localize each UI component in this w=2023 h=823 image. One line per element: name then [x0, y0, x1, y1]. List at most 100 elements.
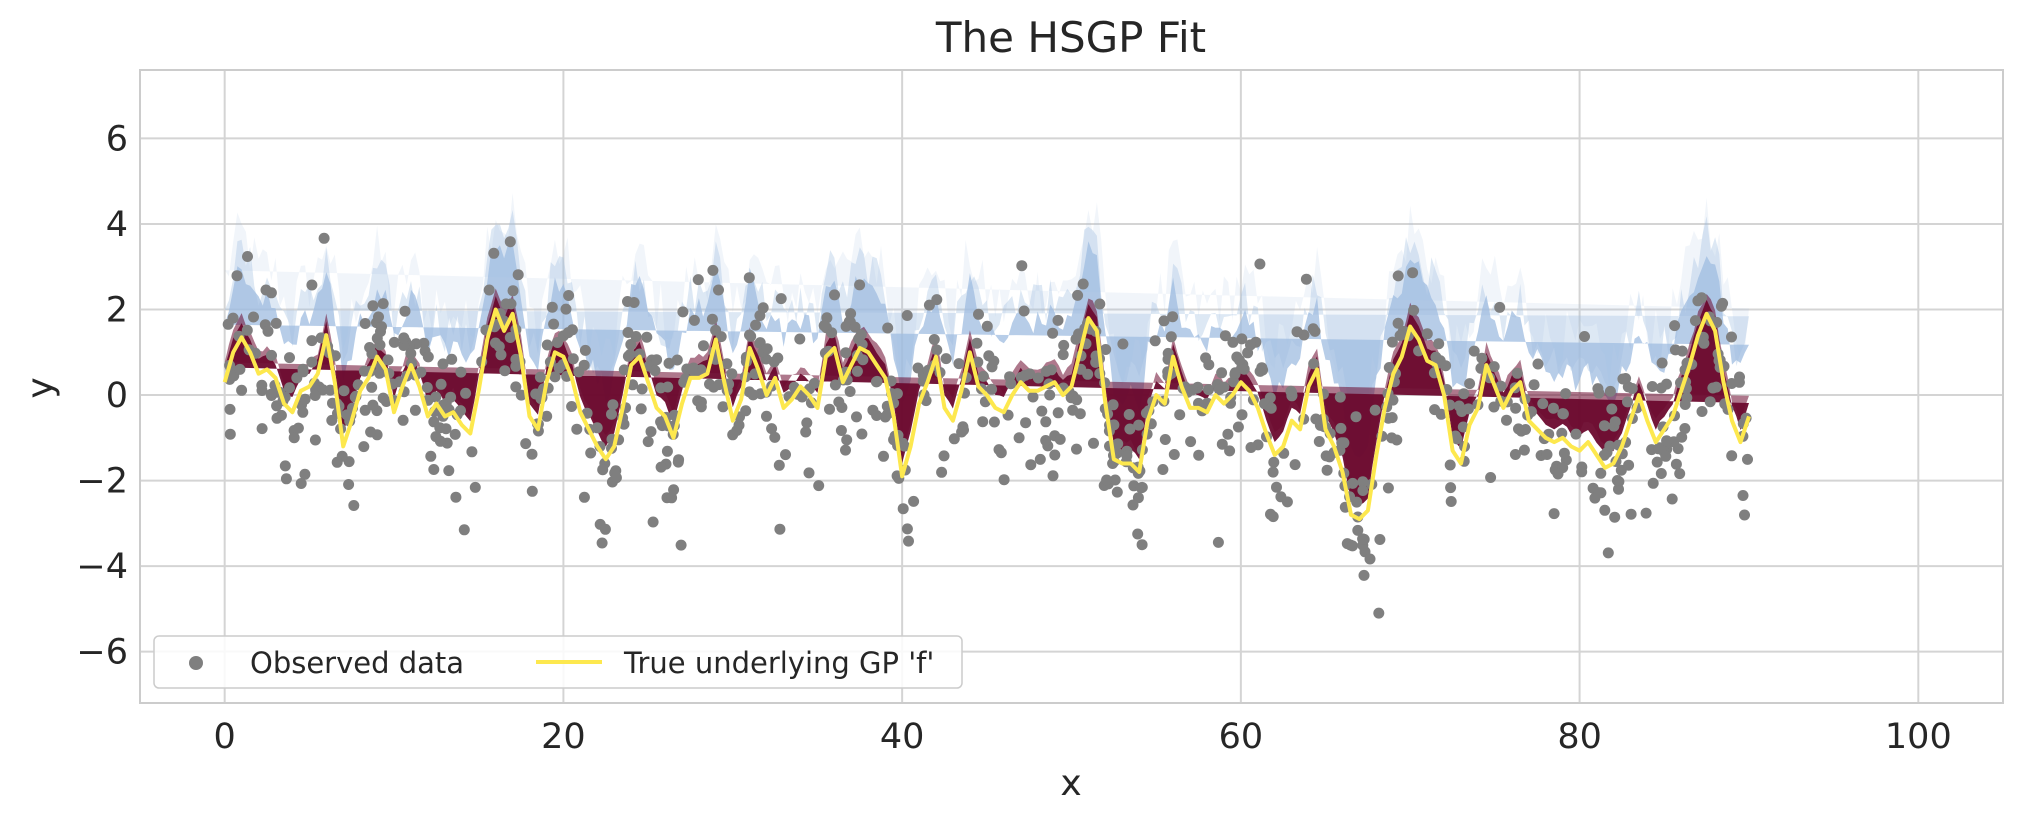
observed-point [1236, 409, 1248, 421]
observed-point [248, 311, 259, 323]
observed-point [662, 381, 674, 393]
observed-point [234, 363, 246, 375]
observed-point [1647, 477, 1659, 489]
observed-point [1458, 388, 1470, 400]
observed-point [1222, 428, 1234, 440]
y-tick-labels: −6 −4 −2 0 2 4 6 [76, 119, 128, 672]
observed-point [698, 340, 709, 352]
observed-point [541, 339, 553, 351]
observed-point [1254, 258, 1266, 270]
observed-point [1168, 449, 1180, 460]
observed-point [1267, 466, 1279, 478]
observed-point [366, 381, 378, 393]
observed-point [695, 401, 707, 413]
observed-point [380, 396, 392, 407]
y-tick-label: −4 [76, 547, 128, 587]
observed-point [435, 378, 447, 390]
observed-point [1468, 345, 1480, 357]
observed-point [1044, 389, 1056, 401]
observed-point [1494, 301, 1506, 313]
observed-point [1265, 402, 1277, 414]
observed-point [1124, 423, 1136, 435]
observed-point [610, 472, 622, 484]
observed-point [1094, 298, 1106, 310]
observed-point [773, 459, 785, 471]
observed-point [1501, 414, 1512, 426]
observed-point [1057, 349, 1069, 361]
observed-point [1626, 383, 1638, 394]
observed-point [1518, 444, 1530, 456]
observed-point [1679, 423, 1691, 434]
observed-point [928, 334, 940, 345]
axes-frame [139, 69, 2004, 704]
observed-point [977, 416, 989, 428]
observed-point [721, 358, 733, 370]
observed-point [853, 333, 865, 345]
observed-point [1040, 435, 1052, 446]
observed-point [1077, 278, 1089, 290]
observed-point [1321, 464, 1333, 476]
observed-point [1136, 539, 1148, 551]
observed-point [546, 301, 558, 313]
observed-point [1392, 317, 1404, 329]
observed-point [800, 426, 812, 438]
observed-point [493, 341, 505, 352]
observed-point [270, 317, 282, 329]
observed-point [358, 365, 370, 377]
observed-point [541, 410, 553, 422]
observed-point [266, 349, 277, 361]
observed-point [599, 523, 611, 535]
observed-point [841, 434, 853, 446]
observed-point [901, 310, 913, 321]
x-tick-labels: 0 20 40 60 80 100 [214, 717, 1952, 757]
observed-point [977, 370, 989, 382]
observed-point [1112, 438, 1124, 450]
observed-point [1157, 464, 1169, 475]
observed-point [1047, 327, 1059, 339]
observed-point [1528, 379, 1540, 391]
observed-point [1739, 509, 1750, 521]
observed-point [297, 366, 309, 378]
posterior-band-inner [224, 296, 1750, 506]
observed-point [1661, 435, 1673, 447]
observed-point [1300, 273, 1312, 285]
observed-point [1159, 434, 1171, 445]
observed-point [1100, 344, 1112, 355]
observed-point [710, 324, 722, 336]
observed-point [443, 465, 455, 477]
observed-point [405, 348, 417, 359]
observed-point [1604, 440, 1616, 452]
observed-point [1364, 553, 1376, 565]
observed-point [367, 300, 379, 312]
observed-point [382, 354, 394, 366]
observed-point [1203, 384, 1214, 396]
observed-point [1074, 408, 1086, 420]
observed-point [1227, 336, 1239, 348]
observed-point [1256, 362, 1268, 374]
observed-point [1224, 445, 1236, 457]
observed-point [1313, 436, 1325, 447]
observed-point [1016, 260, 1028, 272]
observed-point [645, 426, 657, 438]
observed-point [1464, 378, 1476, 390]
observed-point [338, 385, 350, 397]
observed-point [766, 423, 778, 435]
observed-point [833, 396, 845, 408]
observed-point [1245, 442, 1257, 453]
y-tick-label: 4 [106, 205, 128, 245]
observed-point [242, 251, 253, 262]
observed-point [288, 432, 300, 444]
legend: Observed data True underlying GP 'f' [153, 635, 963, 689]
observed-point [1070, 333, 1082, 345]
observed-point [1052, 314, 1064, 326]
observed-point [1174, 409, 1186, 421]
observed-point [359, 318, 371, 329]
observed-point [1386, 336, 1398, 348]
observed-point [1560, 388, 1572, 400]
observed-point [618, 364, 630, 376]
observed-point [750, 319, 762, 331]
observed-point [1655, 468, 1667, 479]
observed-point [563, 290, 575, 301]
observed-point [299, 468, 311, 480]
observed-point [434, 422, 446, 434]
